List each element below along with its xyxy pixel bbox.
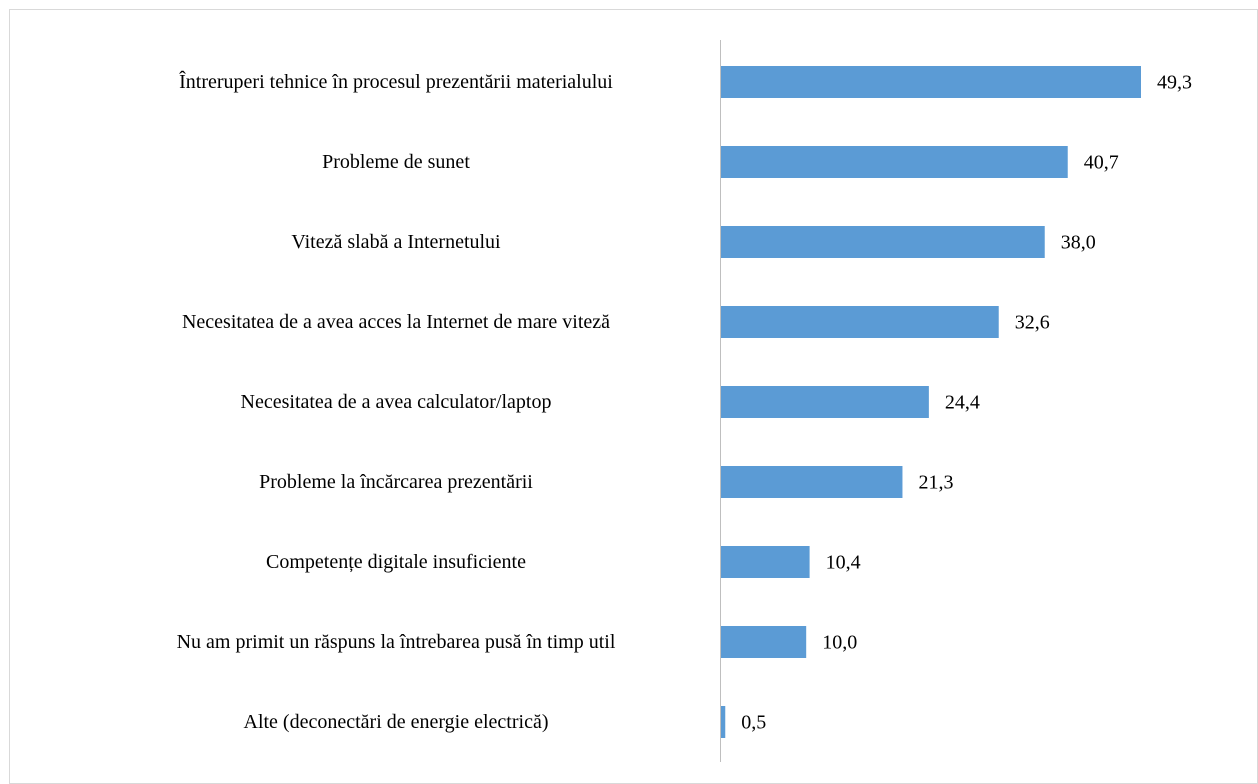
category-label: Probleme la încărcarea prezentării: [259, 471, 533, 493]
value-label: 32,6: [1015, 312, 1050, 334]
bar: [721, 466, 903, 498]
category-label: Întreruperi tehnice în procesul prezentă…: [179, 71, 613, 93]
value-label: 49,3: [1157, 72, 1192, 94]
bar: [721, 226, 1045, 258]
value-label: 10,4: [826, 552, 861, 574]
bar: [721, 626, 807, 658]
bar: [721, 706, 726, 738]
category-label: Probleme de sunet: [322, 151, 470, 173]
value-label: 40,7: [1084, 152, 1119, 174]
category-label: Competențe digitale insuficiente: [266, 551, 526, 573]
category-label: Necesitatea de a avea calculator/laptop: [240, 391, 552, 413]
category-label: Nu am primit un răspuns la întrebarea pu…: [176, 631, 616, 653]
value-label: 24,4: [945, 392, 980, 414]
value-label: 38,0: [1061, 232, 1096, 254]
value-label: 0,5: [741, 712, 766, 734]
value-label: 21,3: [918, 472, 953, 494]
category-label: Alte (deconectări de energie electrică): [243, 711, 549, 733]
bar: [721, 66, 1141, 98]
category-label: Viteză slabă a Internetului: [291, 231, 501, 253]
bar: [721, 386, 929, 418]
bar: [721, 306, 999, 338]
category-label: Necesitatea de a avea acces la Internet …: [181, 311, 611, 333]
bar: [721, 546, 810, 578]
bar: [721, 146, 1068, 178]
value-label: 10,0: [822, 632, 857, 654]
